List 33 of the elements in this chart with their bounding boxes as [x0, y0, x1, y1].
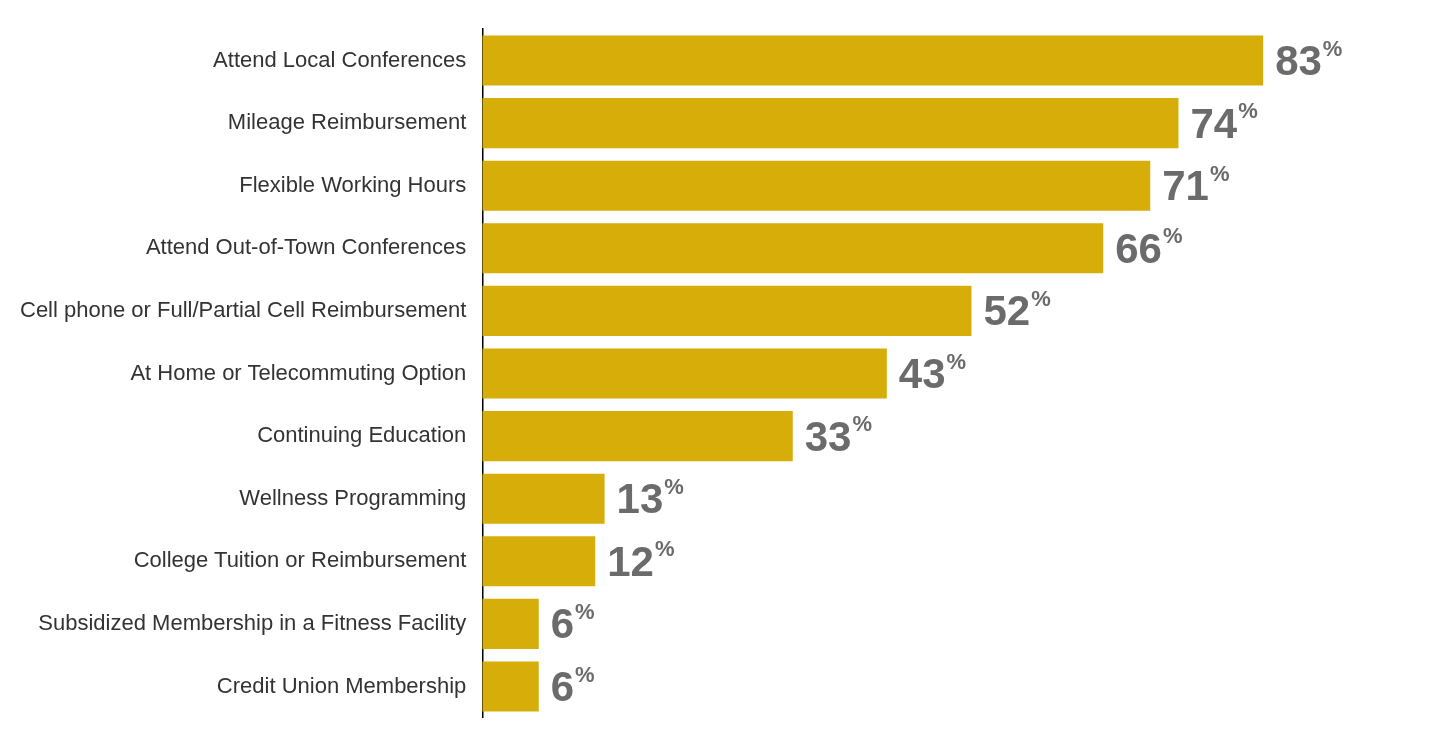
bar — [482, 35, 1264, 86]
data-label: 12% — [607, 536, 675, 585]
y-tick-label: Attend Out-of-Town Conferences — [145, 234, 467, 260]
y-tick-label: Attend Local Conferences — [213, 46, 467, 72]
bar — [482, 98, 1179, 149]
y-tick-label: Subsidized Membership in a Fitness Facility — [38, 609, 467, 635]
data-label: 6% — [550, 598, 595, 648]
bar — [482, 411, 793, 462]
y-tick-label: Flexible Working Hours — [239, 171, 467, 197]
y-tick-label: Cell phone or Full/Partial Cell Reimbursement — [20, 296, 467, 322]
y-tick-label: Mileage Reimbursement — [227, 109, 467, 135]
data-label: 52% — [983, 285, 1051, 335]
data-label: 74% — [1190, 98, 1258, 147]
y-tick-label: At Home or Telecommuting Option — [130, 359, 467, 385]
y-tick-label: College Tuition or Reimbursement — [133, 547, 467, 573]
data-label: 33% — [804, 411, 873, 460]
data-label: 43% — [898, 348, 967, 398]
bar — [482, 160, 1151, 211]
bar — [482, 598, 539, 649]
bar — [482, 473, 605, 524]
data-label: 71% — [1162, 160, 1230, 210]
data-label: 83% — [1275, 35, 1343, 85]
y-tick-label: Continuing Education — [257, 422, 467, 448]
y-tick-label: Credit Union Membership — [216, 672, 467, 698]
y-tick-label: Wellness Programming — [239, 484, 467, 510]
bar — [482, 348, 887, 399]
bar — [482, 285, 972, 336]
data-label: 6% — [550, 661, 595, 711]
bar — [482, 223, 1104, 274]
data-label: 66% — [1115, 223, 1183, 272]
bar — [482, 661, 539, 712]
bar — [482, 536, 596, 587]
data-label: 13% — [616, 473, 684, 523]
